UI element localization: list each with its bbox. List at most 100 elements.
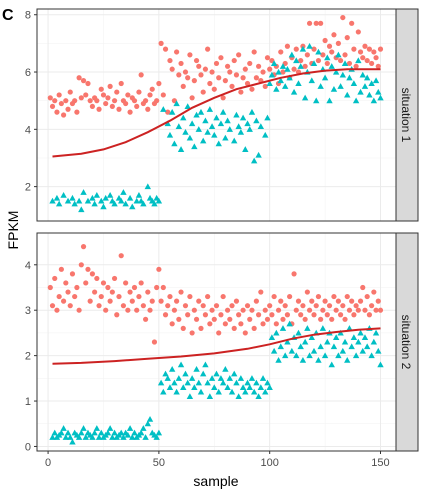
circle-point bbox=[229, 303, 235, 309]
triangle-point bbox=[177, 146, 185, 152]
circle-point bbox=[198, 325, 204, 331]
circle-point bbox=[329, 49, 335, 55]
triangle-point bbox=[277, 343, 284, 350]
circle-point bbox=[282, 303, 288, 309]
triangle-point bbox=[284, 65, 291, 72]
circle-point bbox=[233, 298, 240, 304]
circle-point bbox=[369, 60, 375, 67]
circle-point bbox=[322, 298, 328, 304]
triangle-point bbox=[213, 114, 220, 121]
circle-point bbox=[238, 321, 244, 327]
circle-point bbox=[147, 92, 153, 98]
triangle-point bbox=[197, 388, 205, 395]
circle-point bbox=[244, 80, 251, 87]
triangle-point bbox=[330, 86, 338, 92]
triangle-point bbox=[75, 434, 83, 440]
triangle-point bbox=[182, 128, 189, 135]
circle-point bbox=[69, 271, 76, 277]
triangle-point bbox=[166, 131, 174, 138]
triangle-point bbox=[80, 189, 87, 195]
triangle-point bbox=[273, 86, 280, 92]
triangle-point bbox=[239, 384, 247, 390]
triangle-point bbox=[98, 429, 105, 436]
circle-point bbox=[103, 307, 109, 313]
circle-point bbox=[185, 312, 191, 318]
triangle-point bbox=[67, 434, 74, 440]
triangle-point bbox=[295, 80, 302, 87]
circle-point bbox=[273, 321, 279, 327]
circle-point bbox=[89, 103, 96, 110]
circle-point bbox=[244, 303, 251, 309]
circle-point bbox=[129, 298, 135, 304]
triangle-point bbox=[290, 88, 298, 95]
triangle-point bbox=[297, 63, 304, 69]
circle-point bbox=[269, 57, 275, 64]
triangle-point bbox=[375, 347, 382, 354]
triangle-point bbox=[204, 128, 211, 135]
triangle-point bbox=[182, 370, 189, 377]
triangle-point bbox=[257, 384, 265, 390]
circle-point bbox=[227, 69, 233, 75]
circle-point bbox=[80, 244, 87, 250]
circle-point bbox=[280, 69, 286, 75]
triangle-point bbox=[226, 126, 233, 132]
triangle-point bbox=[188, 375, 196, 381]
triangle-point bbox=[330, 343, 338, 350]
facet-2-circle-points bbox=[47, 244, 384, 345]
circle-point bbox=[193, 57, 200, 64]
triangle-point bbox=[173, 388, 180, 395]
circle-point bbox=[187, 52, 193, 58]
triangle-point bbox=[375, 88, 382, 95]
triangle-point bbox=[350, 334, 358, 341]
facet-1-strip-label: situation 1 bbox=[399, 88, 413, 143]
triangle-point bbox=[224, 384, 231, 390]
facet-2-triangle-points bbox=[49, 320, 384, 445]
triangle-point bbox=[133, 197, 140, 204]
circle-point bbox=[233, 72, 240, 78]
triangle-point bbox=[277, 77, 284, 84]
triangle-point bbox=[348, 343, 355, 350]
triangle-point bbox=[144, 183, 152, 190]
circle-point bbox=[193, 316, 200, 322]
triangle-point bbox=[279, 325, 287, 331]
circle-point bbox=[94, 275, 100, 282]
triangle-point bbox=[208, 123, 216, 130]
circle-point bbox=[147, 307, 153, 313]
triangle-point bbox=[129, 434, 136, 440]
circle-point bbox=[247, 60, 253, 67]
circle-point bbox=[67, 303, 73, 309]
y-tick-label: 6 bbox=[25, 67, 31, 79]
circle-point bbox=[278, 49, 284, 55]
triangle-point bbox=[332, 334, 340, 341]
circle-point bbox=[366, 312, 373, 318]
circle-point bbox=[240, 75, 246, 81]
triangle-point bbox=[222, 366, 229, 372]
circle-point bbox=[74, 109, 80, 115]
triangle-point bbox=[281, 352, 289, 359]
triangle-point bbox=[104, 429, 112, 436]
circle-point bbox=[134, 103, 140, 110]
triangle-point bbox=[82, 434, 89, 440]
circle-point bbox=[337, 57, 344, 64]
triangle-point bbox=[306, 352, 313, 359]
triangle-point bbox=[124, 431, 132, 438]
triangle-point bbox=[168, 108, 176, 115]
triangle-point bbox=[321, 352, 329, 359]
triangle-point bbox=[344, 91, 351, 98]
triangle-point bbox=[215, 388, 222, 395]
triangle-point bbox=[337, 83, 344, 89]
circle-point bbox=[249, 86, 255, 92]
circle-point bbox=[145, 106, 151, 112]
triangle-point bbox=[270, 347, 278, 354]
triangle-point bbox=[361, 334, 369, 341]
triangle-point bbox=[100, 203, 107, 210]
triangle-point bbox=[60, 425, 67, 431]
circle-point bbox=[60, 112, 67, 118]
triangle-point bbox=[60, 192, 67, 198]
triangle-point bbox=[346, 74, 353, 81]
circle-point bbox=[125, 92, 131, 98]
circle-point bbox=[189, 330, 195, 336]
circle-point bbox=[100, 280, 107, 286]
circle-point bbox=[76, 75, 82, 81]
